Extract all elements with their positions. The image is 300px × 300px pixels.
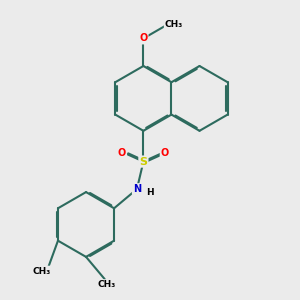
Text: O: O: [139, 34, 148, 44]
Text: CH₃: CH₃: [97, 280, 116, 289]
Text: CH₃: CH₃: [32, 267, 50, 276]
Text: N: N: [133, 184, 141, 194]
Text: S: S: [140, 157, 147, 166]
Text: CH₃: CH₃: [165, 20, 183, 29]
Text: O: O: [161, 148, 169, 158]
Text: H: H: [147, 188, 154, 196]
Text: O: O: [118, 148, 126, 158]
